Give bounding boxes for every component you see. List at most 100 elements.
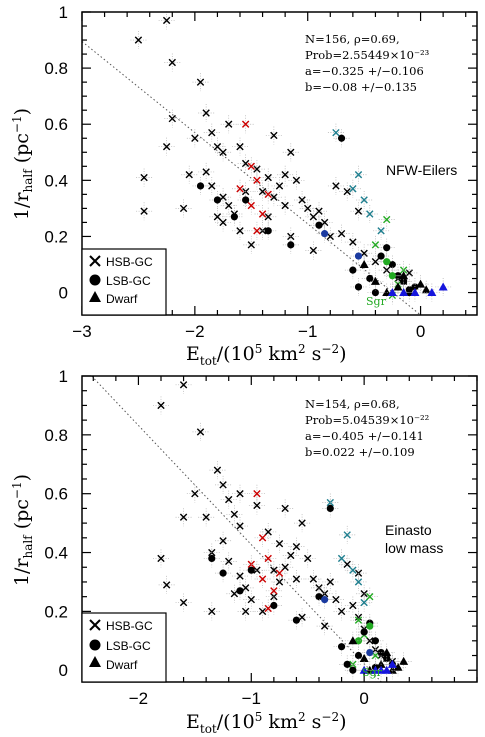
data-point-x [247,201,255,210]
data-point-x [247,595,255,604]
y-tick-label: 1 [59,3,68,22]
y-tick-label: 0 [59,661,68,680]
data-point-triangle [387,659,397,668]
data-point-circle [349,666,357,674]
data-point-circle [400,277,408,285]
data-point-circle [321,230,329,238]
data-point-x [241,159,250,168]
data-point-x [253,501,261,510]
data-point-circle [354,651,363,660]
data-point-x [191,489,199,498]
data-point-x [230,510,239,518]
data-point-x [292,575,301,583]
data-point-x [236,489,244,498]
data-point-x [247,162,255,171]
data-point-x [219,537,227,545]
y-tick-label: 0.4 [44,544,68,563]
data-point-triangle [421,285,431,294]
data-point-x [264,554,272,563]
model-label-line-2: low mass [385,540,443,556]
data-point-x [332,595,340,604]
data-point-circle [394,272,402,280]
data-point-x [275,182,284,190]
data-point-triangle [393,662,403,671]
data-point-x [354,171,363,179]
data-point-triangle [438,282,448,291]
data-point-x [213,142,222,151]
y-tick-label: 0.2 [44,227,68,246]
data-point-x [349,566,357,574]
data-point-triangle [382,665,392,674]
svg-text:1/rhalf (pc−1): 1/rhalf (pc−1) [10,474,35,586]
data-point-triangle [393,282,403,291]
data-point-triangle [382,288,392,297]
data-point-x [258,210,267,218]
data-point-triangle [410,288,420,297]
data-point-x [270,193,278,201]
x-axis-label: Etot/(105 km2 s−2) [186,710,347,736]
data-point-x [337,554,346,563]
data-point-triangle [370,276,380,285]
data-point-x [236,227,244,235]
svg-text:Etot/(105 km2 s−2): Etot/(105 km2 s−2) [186,342,347,368]
legend-marker-x [89,619,101,631]
data-point-circle [377,648,385,657]
data-point-x [281,171,289,179]
stats-line-1: N=154, ρ=0.68, [305,397,400,411]
data-point-x [258,187,267,196]
data-point-x [258,575,267,583]
stats-line-2: Prob=5.04539×10⁻²² [305,413,429,427]
data-point-x [281,201,289,210]
legend: HSB-GC LSB-GC Dwarf [81,612,167,683]
model-label: NFW-Eilers [386,162,457,178]
data-point-x [241,120,250,128]
data-point-x [241,607,250,616]
legend-label-dwarf: Dwarf [106,658,138,672]
data-point-x [377,227,385,235]
legend-label-lsb: LSB-GC [106,274,151,288]
data-point-x [354,578,363,586]
data-point-circle [337,643,346,651]
data-point-circle [354,637,363,645]
data-point-x [196,428,205,436]
data-point-x [332,182,340,190]
data-point-x [168,58,176,67]
data-point-x [366,592,374,601]
data-point-x [298,613,306,621]
data-point-x [275,569,284,577]
x-tick-label: −2 [129,689,148,708]
data-point-x [219,481,227,489]
panel-top: −3 −2 −1 0 0 0.2 0.4 0.6 0.8 1 N=156, ρ=0.69, Pro… [10,3,478,368]
legend-label-hsb: HSB-GC [106,255,153,269]
data-point-triangle [376,665,386,674]
data-point-circle [315,221,323,229]
data-point-x [349,601,357,610]
data-point-circle [219,569,227,577]
panel-bottom-marks [91,375,412,683]
data-point-x [213,466,222,474]
panel-top-marks [81,11,452,316]
data-point-x [236,522,244,530]
plot-frame [81,375,478,683]
data-point-x [191,134,199,142]
data-point-x [298,196,306,204]
stats-line-4: b=−0.08 +/−0.135 [305,80,417,94]
data-point-x [360,598,368,607]
data-point-x [140,173,148,182]
data-point-x [309,213,318,221]
data-point-x [337,229,346,238]
data-point-x [196,78,205,86]
data-point-x [349,238,357,246]
legend-marker-x [89,255,101,267]
data-point-x [326,578,334,586]
data-point-x [287,551,295,560]
data-point-x [343,560,351,569]
data-point-circle [264,227,272,235]
data-point-circle [337,134,346,142]
data-point-x [179,598,188,607]
data-point-x [309,575,318,583]
sgr-label: Sgr [362,666,383,679]
stats-line-4: b=0.022 +/−0.109 [305,445,415,459]
data-point-x [320,622,329,630]
